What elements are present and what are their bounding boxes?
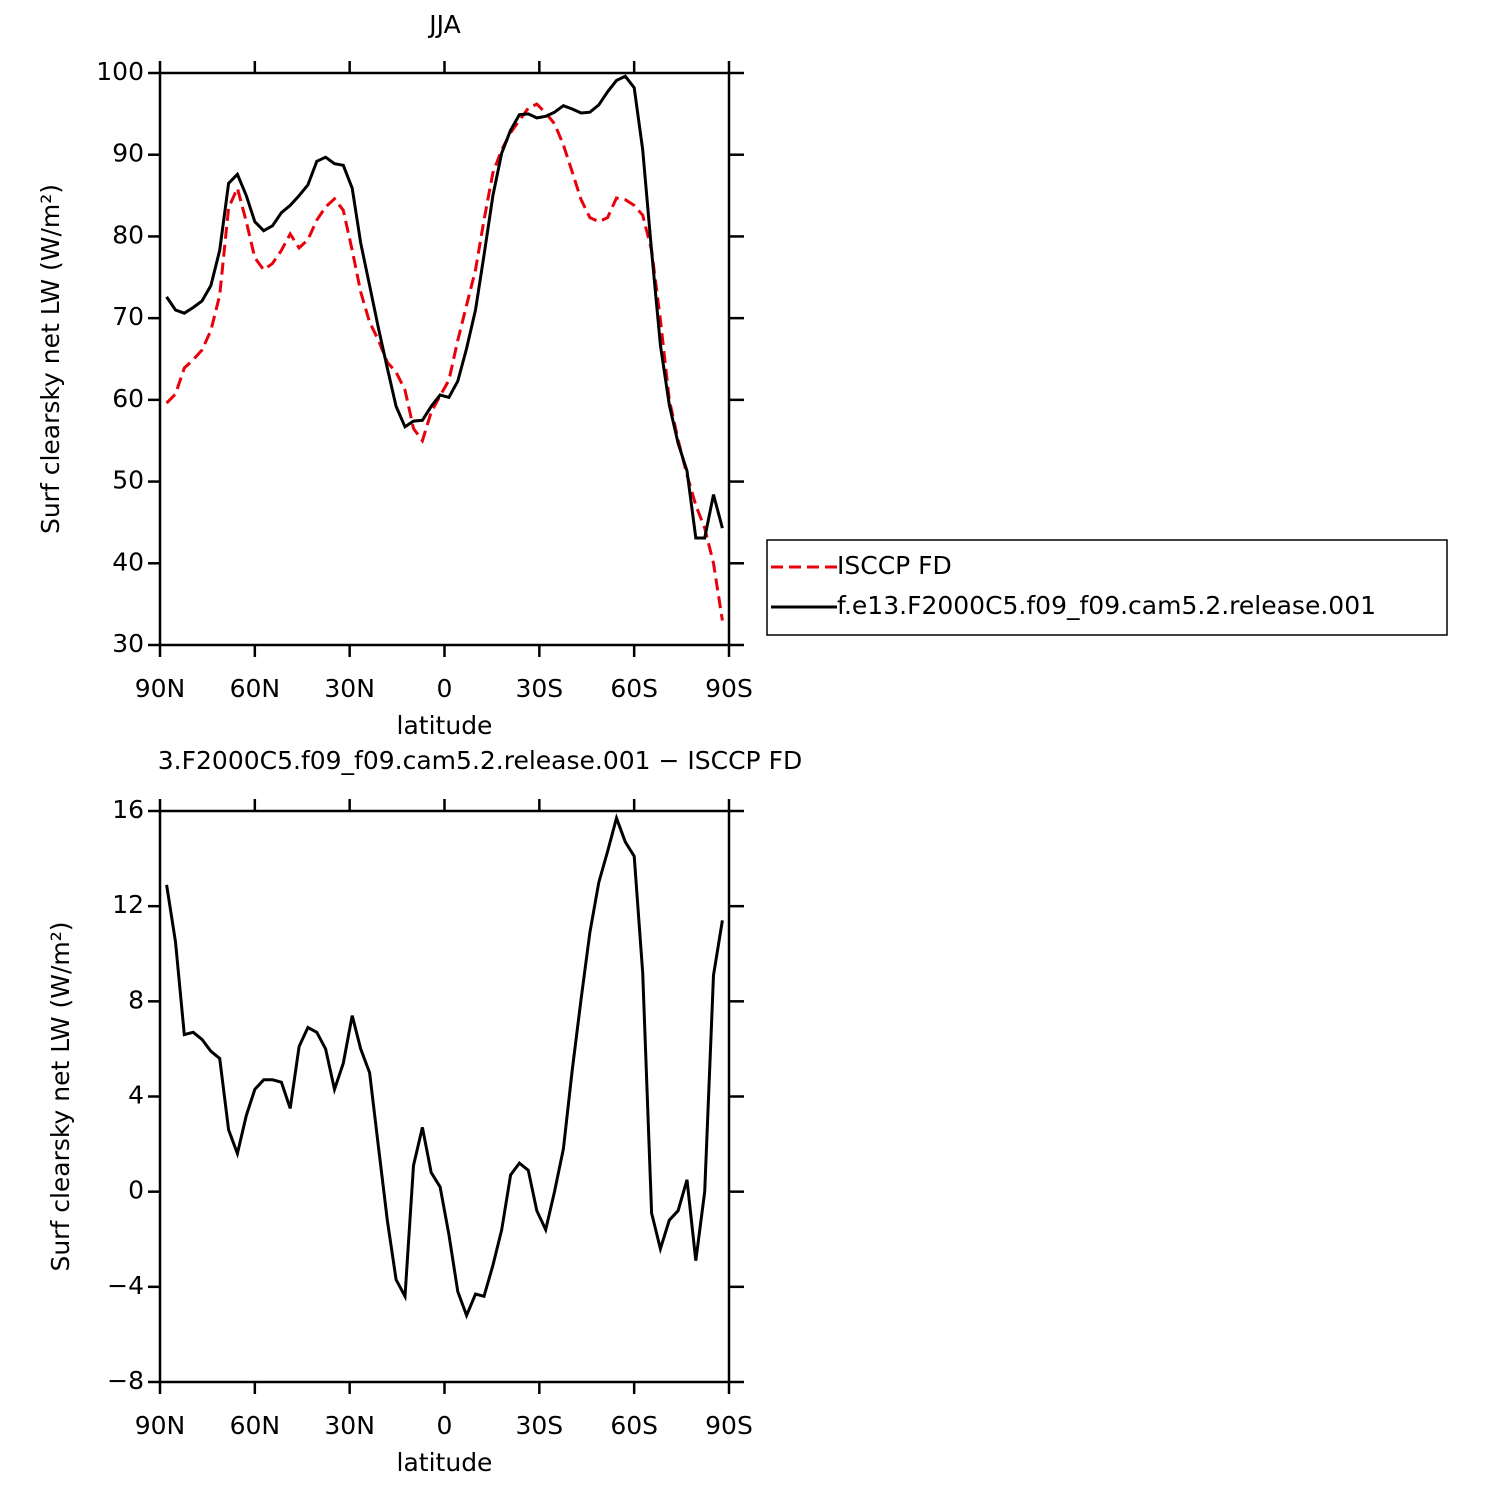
y-axis-label: Surf clearsky net LW (W/m²) [46,921,75,1271]
y-tick-label: 80 [112,220,144,249]
legend-label: f.e13.F2000C5.f09_f09.cam5.2.release.001 [837,591,1376,620]
x-tick-label: 0 [437,1411,453,1440]
x-tick-label: 60N [230,1411,281,1440]
y-tick-label: 30 [112,629,144,658]
x-tick-label: 30N [324,674,375,703]
y-tick-label: 8 [128,985,144,1014]
chart-title: 3.F2000C5.f09_f09.cam5.2.release.001 − I… [158,746,802,775]
x-tick-label: 90N [135,1411,186,1440]
y-tick-label: 16 [112,795,144,824]
y-tick-label: 40 [112,547,144,576]
x-tick-label: 60S [610,674,658,703]
x-tick-label: 30S [515,674,563,703]
x-tick-label: 0 [437,674,453,703]
y-tick-label: 12 [112,890,144,919]
chart-title: JJA [427,10,460,39]
data-line [165,102,724,621]
data-line [165,813,724,1320]
legend-box [766,539,1448,636]
x-tick-label: 30S [515,1411,563,1440]
y-tick-label: 50 [112,466,144,495]
x-tick-label: 90N [135,674,186,703]
y-tick-label: −4 [107,1271,144,1300]
x-tick-label: 30N [324,1411,375,1440]
y-tick-label: 100 [96,57,144,86]
x-axis-label: latitude [397,1448,493,1477]
y-tick-label: 70 [112,302,144,331]
data-line [165,74,724,540]
x-tick-label: 60N [230,674,281,703]
plot-frame [158,71,731,647]
y-tick-label: −8 [107,1366,144,1395]
x-tick-label: 90S [705,1411,753,1440]
y-tick-label: 90 [112,139,144,168]
x-axis-label: latitude [397,711,493,740]
y-axis-label: Surf clearsky net LW (W/m²) [36,184,65,534]
plot-frame [158,809,731,1384]
x-tick-label: 90S [705,674,753,703]
x-tick-label: 60S [610,1411,658,1440]
y-tick-label: 60 [112,384,144,413]
y-tick-label: 4 [128,1081,144,1110]
legend-label: ISCCP FD [837,551,952,580]
y-tick-label: 0 [128,1176,144,1205]
